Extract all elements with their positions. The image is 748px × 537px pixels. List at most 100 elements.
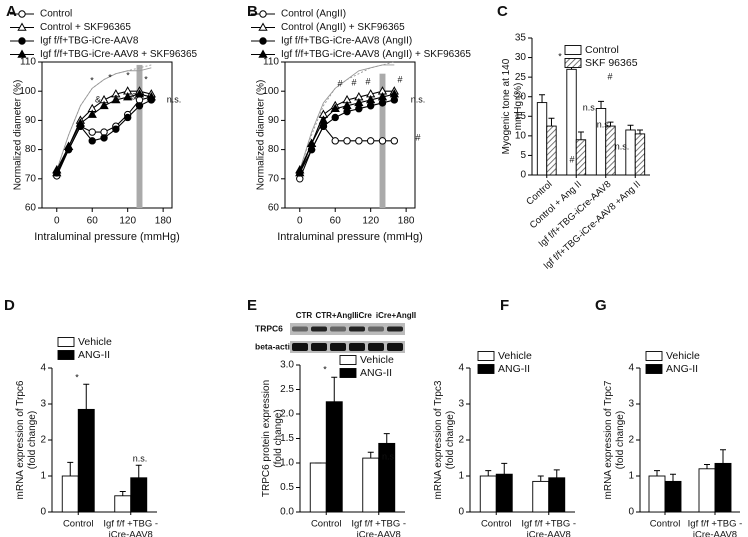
- legend-label: SKF 96365: [585, 57, 638, 69]
- y-axis-label: mRNA expression of Trpc7(fold change): [603, 380, 626, 499]
- y-tick-label: 5: [520, 150, 526, 161]
- legend-marker: [258, 22, 268, 31]
- annotation: n.s.: [133, 453, 148, 463]
- marker: [389, 89, 399, 98]
- error-bar: [553, 469, 560, 478]
- marker: [331, 137, 339, 145]
- y-tick-label: 80: [268, 144, 280, 155]
- x-tick-label: Control: [63, 519, 94, 530]
- bar: [536, 102, 548, 176]
- blot-lane-label: CTR+AngII: [315, 311, 356, 320]
- blot-lane-label: CTR: [296, 311, 313, 320]
- y-tick-label: 35: [515, 33, 527, 44]
- annotation: n.s.: [167, 94, 182, 104]
- annotation: *: [108, 72, 112, 82]
- marker: [378, 137, 387, 145]
- legend-swatch: [645, 364, 663, 374]
- legend-swatch: [57, 337, 75, 347]
- y-tick-label: 0: [520, 170, 526, 181]
- x-tick-label: 120: [362, 216, 379, 227]
- marker: [134, 89, 145, 98]
- annotation: n.s.: [411, 94, 426, 104]
- y-axis-label: Myogenic tone at 140mmHg (%): [501, 58, 524, 154]
- annotation: &: [131, 91, 137, 101]
- marker: [343, 107, 351, 116]
- y-axis-label: Normalized diameter (%): [13, 80, 24, 191]
- x-tick-label: Igf f/f +TBG -iCre-AAV8: [521, 518, 576, 537]
- bar: [362, 457, 380, 513]
- bar: [325, 401, 343, 513]
- legend-swatch: [645, 351, 663, 361]
- blot-band: [311, 326, 327, 332]
- y-tick-label: 3: [40, 399, 46, 410]
- legend-label: Control (AngII): [281, 9, 346, 20]
- error-bar: [537, 475, 544, 482]
- y-tick-label: 110: [263, 57, 279, 68]
- x-tick-label: Control: [311, 519, 342, 530]
- y-tick-label: 4: [40, 363, 46, 374]
- bar: [575, 139, 587, 176]
- y-tick-label: 1: [458, 471, 464, 482]
- error-bar: [577, 131, 584, 140]
- blot-band: [292, 326, 308, 332]
- error-bar: [704, 463, 710, 469]
- legend-label: ANG-II: [498, 363, 530, 375]
- marker: [318, 115, 329, 124]
- y-tick-label: 70: [268, 173, 280, 184]
- marker: [330, 103, 340, 113]
- legend-label: Igf f/f+TBG-iCre-AAV8 (AngII): [281, 36, 412, 47]
- marker: [306, 138, 317, 148]
- error-bar: [598, 100, 605, 109]
- blot-row-label: TRPC6: [255, 323, 283, 333]
- marker: [135, 102, 144, 110]
- legend-label: Control: [585, 44, 619, 56]
- legend-marker: [17, 49, 27, 58]
- annotation: &: [95, 94, 101, 104]
- bar: [664, 480, 682, 513]
- legend-label: Igf f/f+TBG-iCre-AAV8 (AngII) + SKF96365: [281, 49, 471, 60]
- bar: [634, 133, 646, 176]
- legend-swatch: [477, 351, 495, 361]
- bar: [309, 462, 327, 513]
- marker: [354, 97, 364, 107]
- blot-row-label: beta-actin: [255, 341, 295, 351]
- annotation: #: [569, 154, 574, 164]
- y-tick-label: 60: [25, 203, 37, 214]
- legend-label: Control (AngII) + SKF96365: [281, 22, 405, 33]
- blot-band: [330, 343, 346, 351]
- legend-label: Igf f/f+TBG-iCre-AAV8 + SKF96365: [40, 49, 198, 60]
- marker: [63, 141, 74, 150]
- marker: [366, 137, 375, 145]
- legend-label: Vehicle: [78, 336, 112, 348]
- y-tick-label: 30: [515, 52, 527, 63]
- marker: [366, 94, 376, 104]
- error-bar: [119, 490, 126, 496]
- y-tick-label: 1: [40, 471, 46, 482]
- blot-strip: [290, 323, 405, 335]
- x-tick-label: 180: [155, 216, 172, 227]
- series-line: [56, 64, 152, 171]
- blot-lane-label: iCre+AngII: [376, 311, 416, 320]
- y-tick-label: 4: [628, 363, 634, 374]
- legend-label: ANG-II: [666, 363, 698, 375]
- y-tick-label: 0: [628, 507, 634, 518]
- x-tick-label: 60: [87, 216, 99, 227]
- blot-band: [349, 326, 365, 332]
- legend-marker: [18, 37, 26, 45]
- marker: [146, 92, 156, 101]
- legend-marker: [18, 10, 26, 18]
- legend-swatch: [564, 58, 582, 68]
- panel-letter: F: [500, 297, 509, 314]
- annotation: &: [113, 93, 119, 103]
- x-tick-label: Igf f/f +TBG -iCre-AAV8: [103, 518, 158, 537]
- y-tick-label: 2: [458, 435, 464, 446]
- panel-letter: B: [247, 3, 258, 20]
- y-tick-label: 3: [628, 399, 634, 410]
- marker: [377, 92, 388, 101]
- annotation: *: [558, 51, 562, 61]
- y-tick-label: 0: [458, 507, 464, 518]
- error-bar: [67, 461, 74, 476]
- annotation: n.s.: [615, 141, 630, 151]
- series-line: [299, 61, 395, 171]
